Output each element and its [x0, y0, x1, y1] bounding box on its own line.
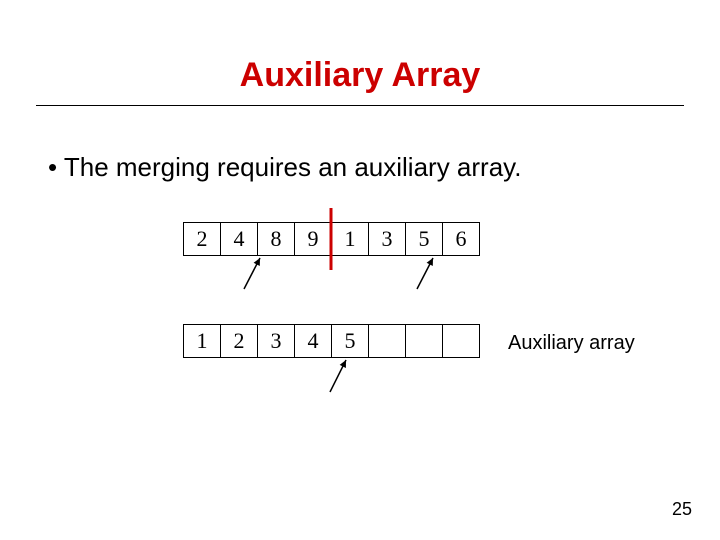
- auxiliary-array: 12345: [183, 324, 480, 358]
- aux-cell: [442, 324, 480, 358]
- aux-cell: 3: [257, 324, 295, 358]
- aux-cell: [405, 324, 443, 358]
- array-cell: 5: [405, 222, 443, 256]
- pointer-arrow: [244, 258, 260, 289]
- main-array: 24891356: [183, 222, 480, 256]
- aux-cell: 1: [183, 324, 221, 358]
- slide-title: Auxiliary Array: [0, 56, 720, 95]
- aux-cell: 5: [331, 324, 369, 358]
- aux-cell: 2: [220, 324, 258, 358]
- array-cell: 8: [257, 222, 295, 256]
- array-cell: 4: [220, 222, 258, 256]
- pointer-arrow: [330, 360, 346, 392]
- title-divider: [36, 105, 684, 106]
- array-cell: 6: [442, 222, 480, 256]
- array-cell: 1: [331, 222, 369, 256]
- aux-cell: [368, 324, 406, 358]
- aux-cell: 4: [294, 324, 332, 358]
- auxiliary-array-label: Auxiliary array: [508, 332, 635, 355]
- title-text: Auxiliary Array: [240, 56, 481, 94]
- bullet-text: • The merging requires an auxiliary arra…: [48, 152, 521, 183]
- array-cell: 2: [183, 222, 221, 256]
- slide-number: 25: [672, 499, 692, 520]
- pointer-arrow: [417, 258, 433, 289]
- array-cell: 9: [294, 222, 332, 256]
- array-cell: 3: [368, 222, 406, 256]
